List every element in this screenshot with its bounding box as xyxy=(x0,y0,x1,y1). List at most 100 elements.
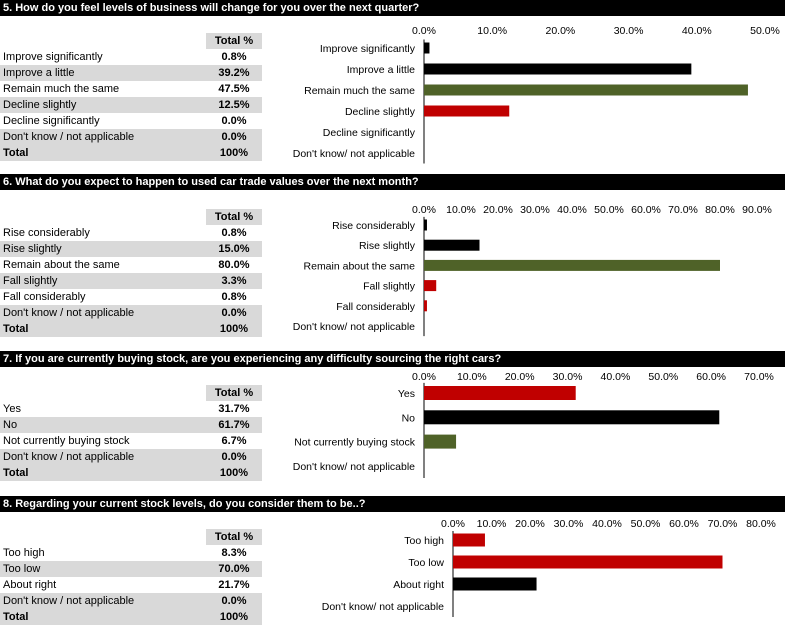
table-row: About right 21.7% xyxy=(0,577,262,593)
table-header-total: Total % xyxy=(206,209,262,225)
x-tick-label: 90.0% xyxy=(742,204,772,216)
bar xyxy=(453,533,485,547)
table-row: Don't know / not applicable 0.0% xyxy=(0,593,262,609)
x-tick-label: 0.0% xyxy=(441,518,465,530)
x-tick-label: 10.0% xyxy=(446,204,476,216)
bar xyxy=(424,63,692,75)
row-value: 0.8% xyxy=(221,51,247,63)
x-tick-label: 20.0% xyxy=(483,204,513,216)
category-label: Improve a little xyxy=(347,64,415,76)
total-value: 100% xyxy=(206,321,262,337)
bar xyxy=(424,42,430,54)
x-tick-label: 80.0% xyxy=(705,204,735,216)
row-value: 0.0% xyxy=(206,593,262,609)
x-tick-label: 40.0% xyxy=(557,204,587,216)
x-tick-label: 30.0% xyxy=(553,371,583,383)
table-header-total: Total % xyxy=(206,529,262,545)
x-tick-label: 20.0% xyxy=(505,371,535,383)
row-label: Don't know / not applicable xyxy=(0,449,206,465)
category-label: Rise considerably xyxy=(332,220,416,232)
category-label: Don't know/ not applicable xyxy=(293,461,415,473)
bar xyxy=(424,300,427,312)
row-label: Too high xyxy=(3,547,45,559)
row-value: 12.5% xyxy=(206,97,262,113)
bar xyxy=(453,577,537,591)
x-tick-label: 70.0% xyxy=(668,204,698,216)
table-row: Improve significantly 0.8% xyxy=(0,49,262,65)
row-label: Remain about the same xyxy=(3,259,120,271)
category-label: Improve significantly xyxy=(320,43,416,55)
x-tick-label: 50.0% xyxy=(750,25,780,37)
row-label: Too low xyxy=(0,561,206,577)
table-total-row: Total 100% xyxy=(0,145,262,161)
category-label: Too low xyxy=(408,557,444,569)
category-label: Don't know/ not applicable xyxy=(322,601,444,613)
question-6-table: Total % Rise considerably 0.8% Rise slightl… xyxy=(0,209,262,337)
x-tick-label: 60.0% xyxy=(696,371,726,383)
row-value: 47.5% xyxy=(218,83,250,95)
x-tick-label: 40.0% xyxy=(592,518,622,530)
x-tick-label: 20.0% xyxy=(515,518,545,530)
row-label: Decline slightly xyxy=(0,97,206,113)
table-total-row: Total 100% xyxy=(0,321,262,337)
row-label: Not currently buying stock xyxy=(3,435,130,447)
bar xyxy=(424,280,437,292)
row-value: 0.0% xyxy=(221,115,247,127)
row-value: 0.8% xyxy=(221,291,247,303)
table-row: Rise slightly 15.0% xyxy=(0,241,262,257)
category-label: Fall slightly xyxy=(363,281,416,293)
category-label: Decline significantly xyxy=(323,127,416,139)
row-value: 0.0% xyxy=(206,129,262,145)
table-row: Decline slightly 12.5% xyxy=(0,97,262,113)
category-label: Don't know/ not applicable xyxy=(293,148,415,160)
row-label: Decline significantly xyxy=(3,115,100,127)
row-label: Don't know / not applicable xyxy=(0,305,206,321)
row-label: No xyxy=(0,417,206,433)
row-value: 8.3% xyxy=(221,547,247,559)
total-value: 100% xyxy=(206,145,262,161)
row-value: 39.2% xyxy=(206,65,262,81)
total-label: Total xyxy=(0,465,206,481)
row-label: Rise considerably xyxy=(3,227,90,239)
x-tick-label: 50.0% xyxy=(631,518,661,530)
table-row: Improve a little 39.2% xyxy=(0,65,262,81)
bar xyxy=(424,386,576,400)
question-7-title: 7. If you are currently buying stock, ar… xyxy=(0,351,785,367)
x-tick-label: 0.0% xyxy=(412,25,436,37)
question-8-title: 8. Regarding your current stock levels, … xyxy=(0,496,785,512)
table-row: Don't know / not applicable 0.0% xyxy=(0,129,262,145)
total-label: Total xyxy=(0,145,206,161)
table-row: No 61.7% xyxy=(0,417,262,433)
table-row: Fall considerably 0.8% xyxy=(0,289,262,305)
table-row: Remain about the same 80.0% xyxy=(0,257,262,273)
x-tick-label: 30.0% xyxy=(520,204,550,216)
row-value: 61.7% xyxy=(206,417,262,433)
total-value: 100% xyxy=(206,609,262,625)
table-row: Don't know / not applicable 0.0% xyxy=(0,449,262,465)
row-value: 31.7% xyxy=(218,403,250,415)
bar xyxy=(424,105,510,117)
x-tick-label: 40.0% xyxy=(601,371,631,383)
question-8-bar-chart: 0.0% 10.0% 20.0% 30.0% 40.0% 50.0% 60.0% 70.0% 8… xyxy=(322,518,776,617)
table-total-row: Total 100% xyxy=(0,465,262,481)
total-label: Total xyxy=(0,609,206,625)
bar xyxy=(424,259,720,271)
bar xyxy=(424,410,720,425)
x-tick-label: 0.0% xyxy=(412,371,436,383)
question-8-table: Total % Too high 8.3% Too low 70.0% About rig… xyxy=(0,529,262,625)
x-tick-label: 30.0% xyxy=(554,518,584,530)
total-value: 100% xyxy=(206,465,262,481)
x-tick-label: 0.0% xyxy=(412,204,436,216)
category-label: No xyxy=(402,412,416,424)
question-7-bar-chart: 0.0% 10.0% 20.0% 30.0% 40.0% 50.0% 60.0% 70.0% Y… xyxy=(293,371,774,479)
row-label: Remain much the same xyxy=(3,83,120,95)
question-6-bar-chart: 0.0% 10.0% 20.0% 30.0% 40.0% 50.0% 60.0% 70.0% 8… xyxy=(293,204,772,337)
row-label: Rise slightly xyxy=(0,241,206,257)
x-tick-label: 60.0% xyxy=(631,204,661,216)
row-value: 0.0% xyxy=(206,449,262,465)
x-tick-label: 50.0% xyxy=(648,371,678,383)
question-6-title: 6. What do you expect to happen to used … xyxy=(0,174,785,190)
row-value: 0.0% xyxy=(206,305,262,321)
row-label: Improve a little xyxy=(0,65,206,81)
question-7-table: Total % Yes 31.7% No 61.7% Not currently buyi… xyxy=(0,385,262,481)
